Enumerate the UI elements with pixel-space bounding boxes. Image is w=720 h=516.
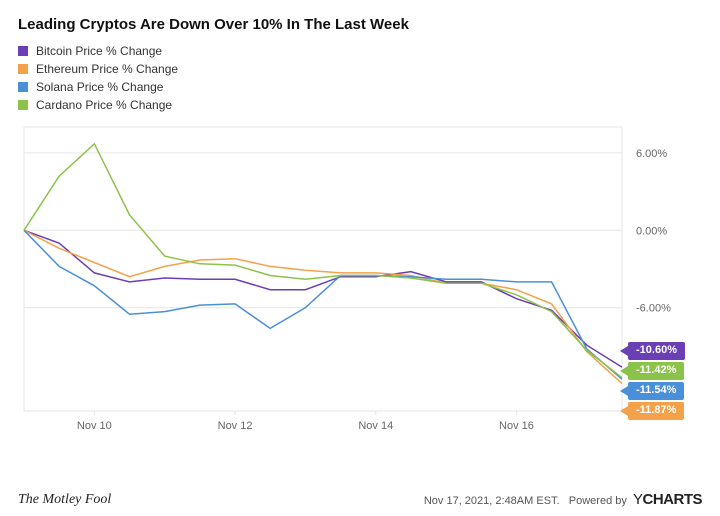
line-chart: 6.00% 0.00% -6.00% Nov 10 Nov 12 Nov 14 Nov 16 (18, 121, 702, 441)
legend: Bitcoin Price % Change Ethereum Price % C… (18, 43, 702, 113)
chart-container: Leading Cryptos Are Down Over 10% In The… (0, 0, 720, 516)
series-line (24, 230, 622, 383)
xtick-label: Nov 12 (218, 420, 253, 432)
flag-pointer-icon (620, 406, 628, 416)
series-line (24, 230, 622, 367)
legend-label: Cardano Price % Change (36, 98, 172, 112)
legend-item: Bitcoin Price % Change (18, 43, 702, 59)
brand-left: The Motley Fool (18, 492, 111, 508)
ytick-label: 0.00% (636, 225, 667, 237)
value-flag: -11.54% (628, 382, 684, 400)
legend-swatch (18, 100, 28, 110)
legend-item: Cardano Price % Change (18, 97, 702, 113)
legend-swatch (18, 82, 28, 92)
plot-border (24, 127, 622, 411)
flag-pointer-icon (620, 346, 628, 356)
xtick-label: Nov 10 (77, 420, 112, 432)
value-flag: -10.60% (628, 342, 685, 360)
series-line (24, 144, 622, 378)
footer: The Motley Fool Nov 17, 2021, 2:48AM EST… (18, 491, 702, 508)
flag-pointer-icon (620, 386, 628, 396)
legend-item: Ethereum Price % Change (18, 61, 702, 77)
series-line (24, 230, 622, 379)
chart-title: Leading Cryptos Are Down Over 10% In The… (18, 16, 702, 33)
timestamp: Nov 17, 2021, 2:48AM EST. (424, 495, 560, 507)
flag-pointer-icon (620, 366, 628, 376)
ycharts-logo: YCHARTS (633, 491, 702, 508)
attribution: Nov 17, 2021, 2:48AM EST. Powered by YCH… (424, 491, 702, 508)
chart-area: 6.00% 0.00% -6.00% Nov 10 Nov 12 Nov 14 Nov 16… (18, 121, 702, 441)
ytick-label: 6.00% (636, 148, 667, 160)
legend-swatch (18, 64, 28, 74)
legend-label: Bitcoin Price % Change (36, 44, 162, 58)
value-flag: -11.42% (628, 362, 684, 380)
xtick-label: Nov 16 (499, 420, 534, 432)
legend-label: Ethereum Price % Change (36, 62, 178, 76)
xtick-label: Nov 14 (358, 420, 393, 432)
powered-by: Powered by (569, 495, 627, 507)
ytick-label: -6.00% (636, 303, 671, 315)
value-flag: -11.87% (628, 402, 684, 420)
legend-item: Solana Price % Change (18, 79, 702, 95)
legend-swatch (18, 46, 28, 56)
legend-label: Solana Price % Change (36, 80, 163, 94)
